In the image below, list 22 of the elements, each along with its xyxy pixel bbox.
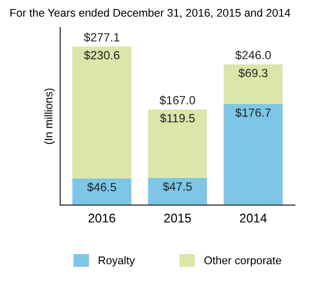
legend-label: Royalty [98,256,135,266]
bar [224,104,283,206]
bar [224,64,283,104]
x-tick-label: 2014 [240,214,267,223]
data-label: $119.5 [160,114,195,124]
total-label: $167.0 [160,96,196,106]
data-label: $47.5 [162,182,192,192]
total-label: $277.1 [84,32,120,42]
x-tick-label: 2015 [164,214,191,223]
bar [148,178,208,206]
data-label: $176.7 [235,108,271,118]
y-axis-title: (In millions) [44,88,55,144]
total-label: $246.0 [235,50,271,60]
bar [72,46,132,178]
data-label: $46.5 [87,182,116,192]
data-label: $69.3 [238,68,268,78]
bar [148,110,208,178]
bar [72,178,132,206]
x-tick-label: 2016 [88,214,116,223]
data-label: $230.6 [84,50,120,60]
legend-label: Other corporate [204,256,282,266]
chart-title: For the Years ended December 31, 2016, 2015 and 2014 [10,8,290,18]
